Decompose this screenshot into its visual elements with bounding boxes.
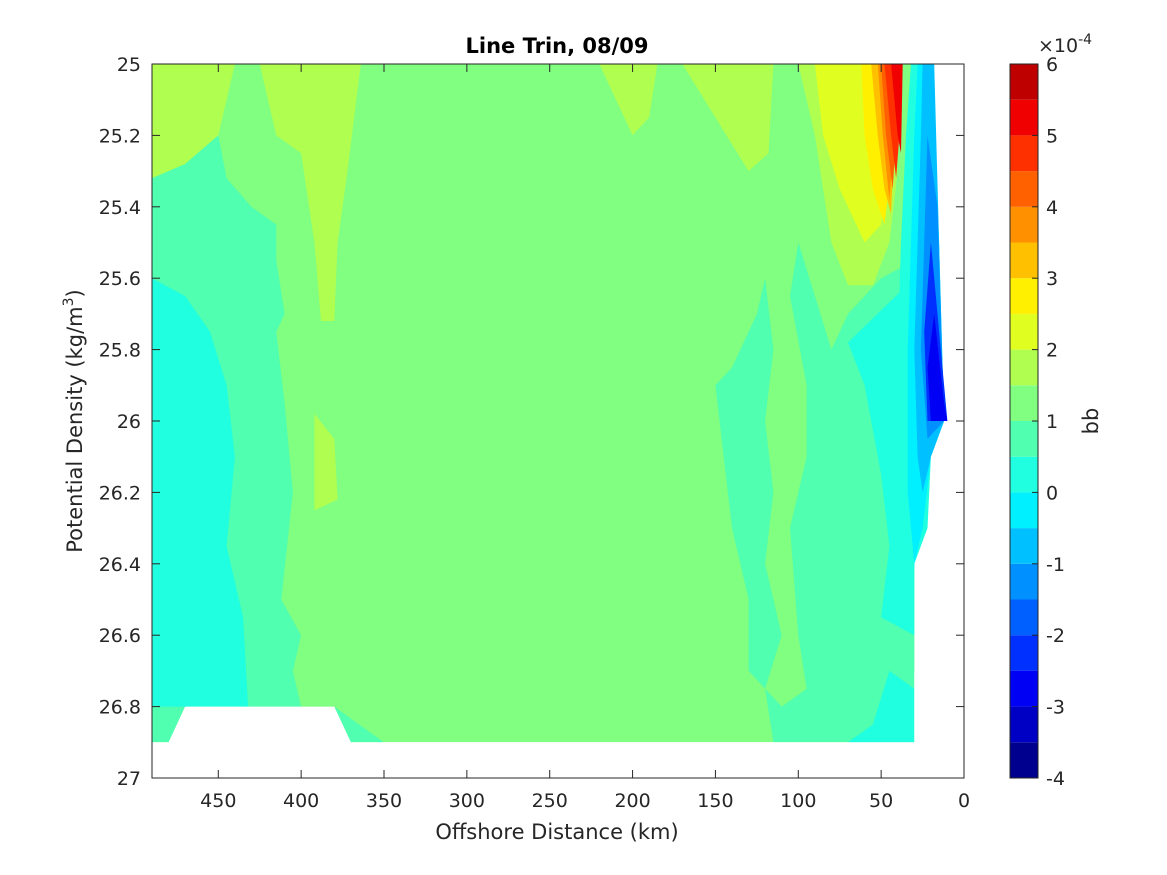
- y-tick-label: 26.4: [99, 554, 141, 576]
- contour-region-1: [152, 64, 235, 179]
- colorbar-segment: [1010, 421, 1038, 457]
- x-tick-label: 450: [200, 790, 236, 812]
- no-data-mask: [152, 64, 964, 778]
- colorbar-segment: [1010, 635, 1038, 671]
- x-tick-label: 50: [869, 790, 893, 812]
- colorbar-multiplier: ×10-4: [1038, 32, 1092, 57]
- contour-region-2: [259, 64, 361, 321]
- colorbar-tick-label: 0: [1046, 482, 1058, 504]
- colorbar: 6 5 4 3 2 1 0 -1 -2 -3 -4: [1009, 54, 1065, 790]
- plot-axes: 450 400 350 300 250 200 150 100 50 0 25 25.2 25.4 25.…: [99, 54, 970, 812]
- contour-region-3: [314, 413, 338, 511]
- y-tick-label: 25.2: [99, 125, 141, 147]
- contour-region-10: [848, 278, 915, 636]
- y-axis-label-superscript: 3: [61, 297, 77, 306]
- colorbar-tick-label: 5: [1046, 125, 1058, 147]
- colorbar-segment: [1010, 670, 1038, 707]
- x-tick-label: 300: [449, 790, 485, 812]
- y-tick-label: 25.6: [99, 268, 141, 290]
- y-tick-label: 26: [117, 411, 141, 433]
- y-axis-label-main: Potential Density (kg/m: [63, 306, 87, 552]
- colorbar-segment: [1010, 135, 1038, 172]
- y-axis-label: Potential Density (kg/m3): [61, 289, 87, 553]
- contour-region-9: [848, 670, 915, 743]
- colorbar-segment: [1010, 349, 1038, 386]
- colorbar-segment: [1010, 242, 1038, 279]
- colorbar-segment: [1010, 64, 1038, 100]
- y-tick-label: 26.8: [99, 697, 141, 719]
- y-tick-label: 25.4: [99, 197, 141, 219]
- colorbar-segment: [1010, 599, 1038, 636]
- colorbar-segment: [1010, 385, 1038, 421]
- y-tick-label: 25.8: [99, 340, 141, 362]
- x-tick-label: 200: [614, 790, 650, 812]
- chart-title: Line Trin, 08/09: [465, 34, 648, 58]
- colorbar-segment: [1010, 492, 1038, 529]
- y-tick-label: 26.6: [99, 625, 141, 647]
- colorbar-multiplier-exponent: -4: [1078, 32, 1092, 48]
- contour-plot-area: [152, 64, 964, 778]
- y-axis-label-end: ): [63, 289, 87, 297]
- y-tick-label: 27: [117, 768, 141, 790]
- contour-region-5: [682, 64, 774, 172]
- colorbar-multiplier-base: ×10: [1038, 35, 1078, 57]
- colorbar-tick-label: 4: [1046, 197, 1058, 219]
- contour-region-0: [152, 64, 915, 743]
- colorbar-segment: [1010, 278, 1038, 314]
- colorbar-segment: [1010, 456, 1038, 493]
- colorbar-segment: [1010, 563, 1038, 600]
- colorbar-tick-label: 1: [1046, 411, 1058, 433]
- colorbar-segment: [1010, 171, 1038, 207]
- x-tick-label: 0: [958, 790, 970, 812]
- colorbar-tick-label: -3: [1046, 697, 1065, 719]
- colorbar-segment: [1010, 742, 1038, 778]
- colorbar-tick-label: -1: [1046, 554, 1065, 576]
- contour-region-4: [599, 64, 658, 136]
- colorbar-tick-label: 2: [1046, 340, 1058, 362]
- x-axis-label: Offshore Distance (km): [435, 820, 678, 844]
- contour-region-18: [891, 64, 903, 154]
- colorbar-segment: [1010, 706, 1038, 743]
- colorbar-tick-label: -4: [1046, 768, 1065, 790]
- colorbar-segment: [1010, 206, 1038, 243]
- x-tick-label: 250: [532, 790, 568, 812]
- colorbar-segment: [1010, 528, 1038, 564]
- x-tick-label: 350: [366, 790, 402, 812]
- y-tick-label: 26.2: [99, 482, 141, 504]
- x-tick-label: 150: [697, 790, 733, 812]
- contour-region-24: [927, 313, 948, 421]
- x-tick-label: 400: [283, 790, 319, 812]
- colorbar-tick-label: -2: [1046, 625, 1065, 647]
- contour-region-8: [152, 278, 249, 707]
- colorbar-segment: [1010, 313, 1038, 350]
- colorbar-label: bb: [1079, 408, 1103, 435]
- colorbar-tick-label: 3: [1046, 268, 1058, 290]
- colorbar-tick-label: 6: [1046, 54, 1058, 76]
- colorbar-segment: [1010, 99, 1038, 136]
- x-tick-label: 100: [780, 790, 816, 812]
- y-tick-label: 25: [117, 54, 141, 76]
